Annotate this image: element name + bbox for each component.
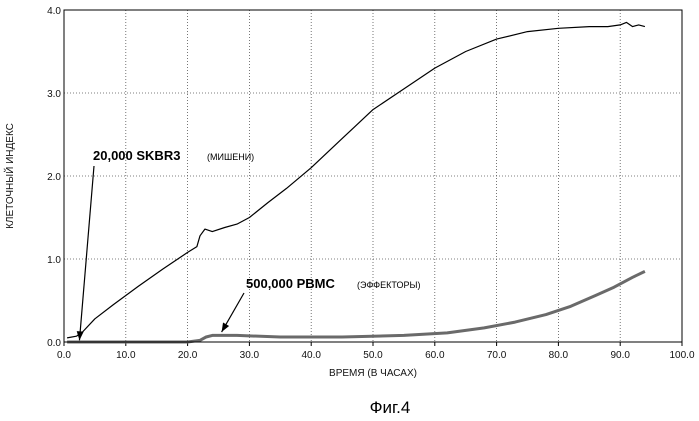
annotation-pbmc-title: 500,000 PBMC: [246, 276, 335, 291]
x-tick-label: 80.0: [549, 350, 569, 361]
x-tick-label: 90.0: [610, 350, 630, 361]
x-tick-label: 70.0: [487, 350, 507, 361]
grid-lines: [64, 10, 682, 346]
annotation-pbmc: 500,000 PBMC (ЭФФЕКТОРЫ): [222, 276, 421, 332]
y-tick-label: 0.0: [47, 338, 61, 349]
y-tick-label: 3.0: [47, 89, 61, 100]
x-tick-label: 100.0: [669, 350, 694, 361]
x-tick-label: 20.0: [178, 350, 198, 361]
figure-caption: Фиг.4: [370, 398, 411, 417]
annotation-skbr3-title: 20,000 SKBR3: [93, 148, 180, 163]
x-tick-label: 60.0: [425, 350, 445, 361]
annotation-skbr3: 20,000 SKBR3 (МИШЕНИ): [77, 148, 254, 340]
annotation-skbr3-note: (МИШЕНИ): [207, 152, 254, 162]
x-tick-label: 30.0: [240, 350, 260, 361]
y-axis-label: КЛЕТОЧНЫЙ ИНДЕКС: [3, 123, 16, 229]
y-tick-label: 2.0: [47, 172, 61, 183]
x-tick-label: 40.0: [301, 350, 321, 361]
y-tick-label: 1.0: [47, 255, 61, 266]
x-axis-label: ВРЕМЯ (В ЧАСАХ): [329, 368, 417, 379]
series-line-1: [67, 22, 645, 338]
annotation-skbr3-arrow: [79, 166, 94, 340]
annotation-pbmc-arrowhead: [222, 322, 230, 332]
tick-labels: 0.0 10.0 20.0 30.0 40.0 50.0 60.0 70.0 80.0 90.0 1…: [47, 6, 695, 361]
annotation-pbmc-note: (ЭФФЕКТОРЫ): [357, 280, 420, 290]
x-tick-label: 0.0: [57, 350, 71, 361]
x-tick-label: 10.0: [116, 350, 136, 361]
x-tick-label: 50.0: [363, 350, 383, 361]
y-tick-label: 4.0: [47, 6, 61, 17]
